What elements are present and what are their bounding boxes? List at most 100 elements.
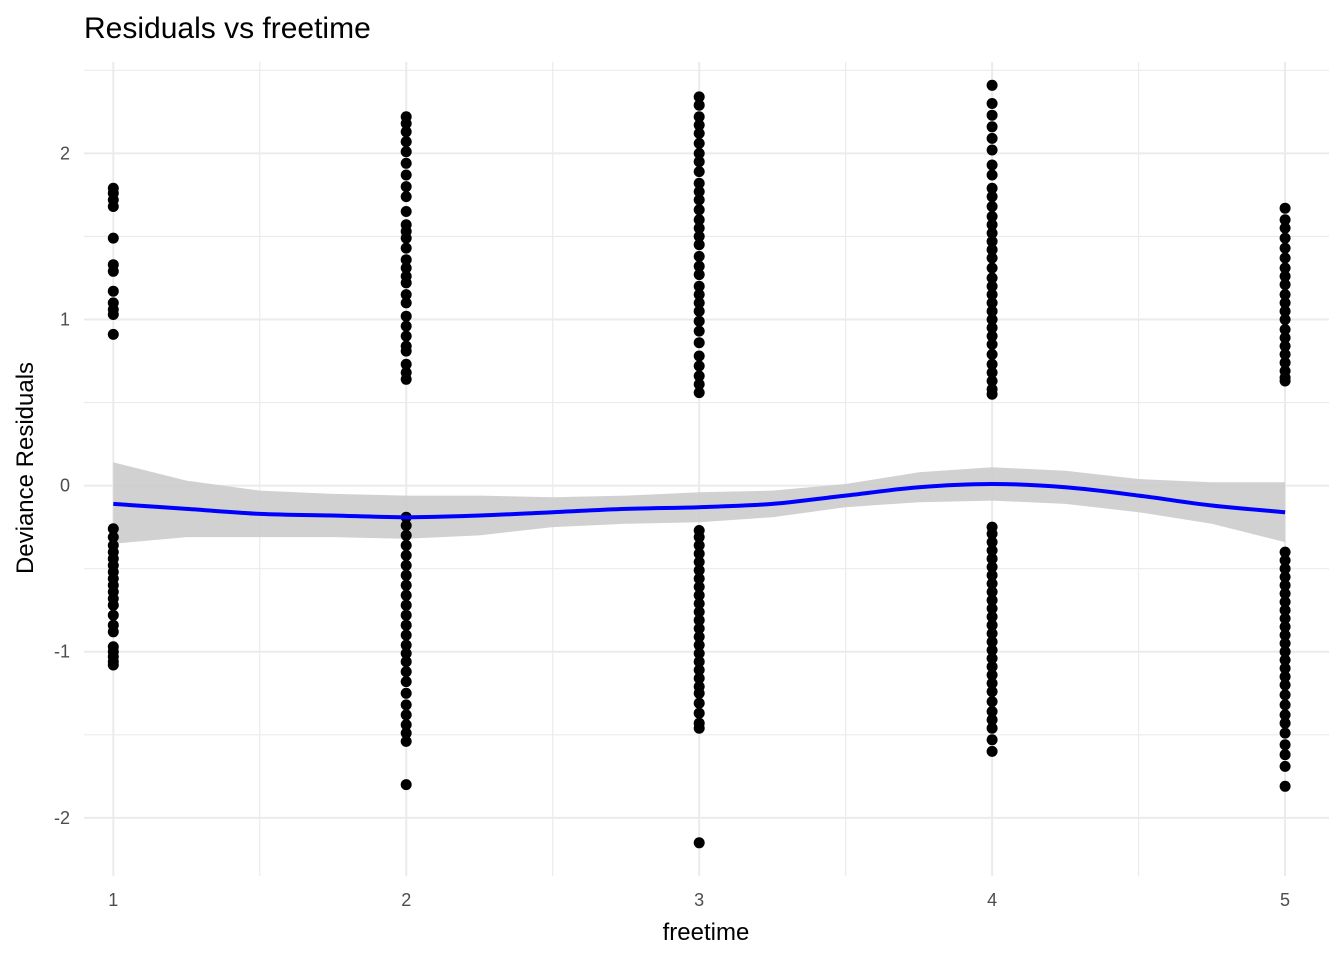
data-point bbox=[693, 378, 705, 390]
data-point bbox=[986, 159, 998, 171]
x-tick-labels: 1 2 3 4 5 bbox=[108, 890, 1290, 910]
points-layer bbox=[107, 79, 1291, 849]
data-point bbox=[1279, 222, 1291, 234]
data-point bbox=[693, 305, 705, 317]
data-point bbox=[107, 609, 119, 621]
data-point bbox=[107, 285, 119, 297]
data-point bbox=[693, 614, 705, 626]
data-point bbox=[1279, 242, 1291, 254]
data-point bbox=[693, 539, 705, 551]
data-point bbox=[986, 528, 998, 540]
data-point bbox=[107, 265, 119, 277]
data-point bbox=[693, 297, 705, 309]
data-point bbox=[986, 358, 998, 370]
x-tick-label: 5 bbox=[1280, 890, 1290, 910]
data-point bbox=[986, 330, 998, 342]
data-point bbox=[986, 734, 998, 746]
data-point bbox=[693, 260, 705, 272]
data-point bbox=[986, 669, 998, 681]
y-tick-label: 0 bbox=[60, 476, 70, 496]
grid bbox=[84, 62, 1329, 876]
data-point bbox=[693, 186, 705, 198]
data-point bbox=[1279, 297, 1291, 309]
data-point bbox=[693, 222, 705, 234]
data-point bbox=[693, 581, 705, 593]
data-point bbox=[1279, 596, 1291, 608]
data-point bbox=[986, 169, 998, 181]
data-point bbox=[400, 157, 412, 169]
data-point bbox=[693, 623, 705, 634]
data-point bbox=[986, 586, 998, 598]
data-point bbox=[986, 227, 998, 239]
data-point bbox=[1279, 780, 1291, 792]
data-point bbox=[400, 520, 412, 531]
data-point bbox=[693, 204, 705, 216]
data-point bbox=[400, 699, 412, 711]
data-point bbox=[400, 254, 412, 266]
y-tick-label: 2 bbox=[60, 143, 70, 163]
data-point bbox=[1279, 232, 1291, 244]
data-point bbox=[400, 727, 412, 739]
y-tick-labels: -2 -1 0 1 2 bbox=[54, 143, 70, 827]
data-point bbox=[1279, 671, 1291, 683]
data-point bbox=[400, 358, 412, 370]
data-point bbox=[400, 289, 412, 301]
data-point bbox=[986, 280, 998, 292]
data-point bbox=[693, 239, 705, 251]
data-point bbox=[693, 548, 705, 560]
data-point bbox=[1279, 727, 1291, 739]
data-point bbox=[1279, 357, 1291, 369]
data-point bbox=[400, 676, 412, 688]
data-point bbox=[986, 252, 998, 264]
data-point bbox=[986, 109, 998, 121]
data-point bbox=[986, 569, 998, 581]
data-point bbox=[693, 656, 705, 668]
data-point bbox=[693, 269, 705, 281]
data-point bbox=[400, 589, 412, 601]
data-point bbox=[1279, 717, 1291, 729]
data-point bbox=[1279, 332, 1291, 344]
data-point bbox=[986, 636, 998, 648]
data-point bbox=[400, 262, 412, 274]
data-point bbox=[693, 598, 705, 610]
smooth-line bbox=[113, 481, 1286, 520]
data-point bbox=[400, 559, 412, 571]
data-point bbox=[986, 611, 998, 623]
data-point bbox=[986, 132, 998, 144]
data-point bbox=[986, 553, 998, 565]
data-point bbox=[986, 182, 998, 194]
data-point bbox=[693, 156, 705, 168]
data-point bbox=[986, 714, 998, 726]
data-point bbox=[986, 144, 998, 156]
data-point bbox=[1279, 588, 1291, 600]
data-point bbox=[1279, 252, 1291, 264]
data-point bbox=[986, 388, 998, 400]
data-point bbox=[693, 289, 705, 301]
data-point bbox=[400, 345, 412, 357]
data-point bbox=[400, 232, 412, 244]
data-point bbox=[693, 250, 705, 262]
data-point bbox=[1279, 563, 1291, 575]
data-point bbox=[1279, 571, 1291, 583]
data-point bbox=[986, 244, 998, 256]
data-point bbox=[400, 619, 412, 631]
data-point bbox=[986, 201, 998, 212]
data-point bbox=[107, 201, 119, 212]
data-point bbox=[1279, 554, 1291, 566]
data-point bbox=[986, 696, 998, 708]
data-point bbox=[986, 578, 998, 590]
data-point bbox=[1279, 324, 1291, 335]
data-point bbox=[986, 561, 998, 573]
data-point bbox=[400, 277, 412, 289]
data-point bbox=[1279, 202, 1291, 214]
data-point bbox=[693, 564, 705, 576]
data-point bbox=[693, 230, 705, 242]
data-point bbox=[693, 639, 705, 651]
data-point bbox=[1279, 760, 1291, 772]
y-tick-label: -2 bbox=[54, 808, 70, 828]
data-point bbox=[107, 599, 119, 611]
data-point bbox=[986, 594, 998, 606]
data-point bbox=[693, 127, 705, 139]
data-point bbox=[107, 626, 119, 638]
